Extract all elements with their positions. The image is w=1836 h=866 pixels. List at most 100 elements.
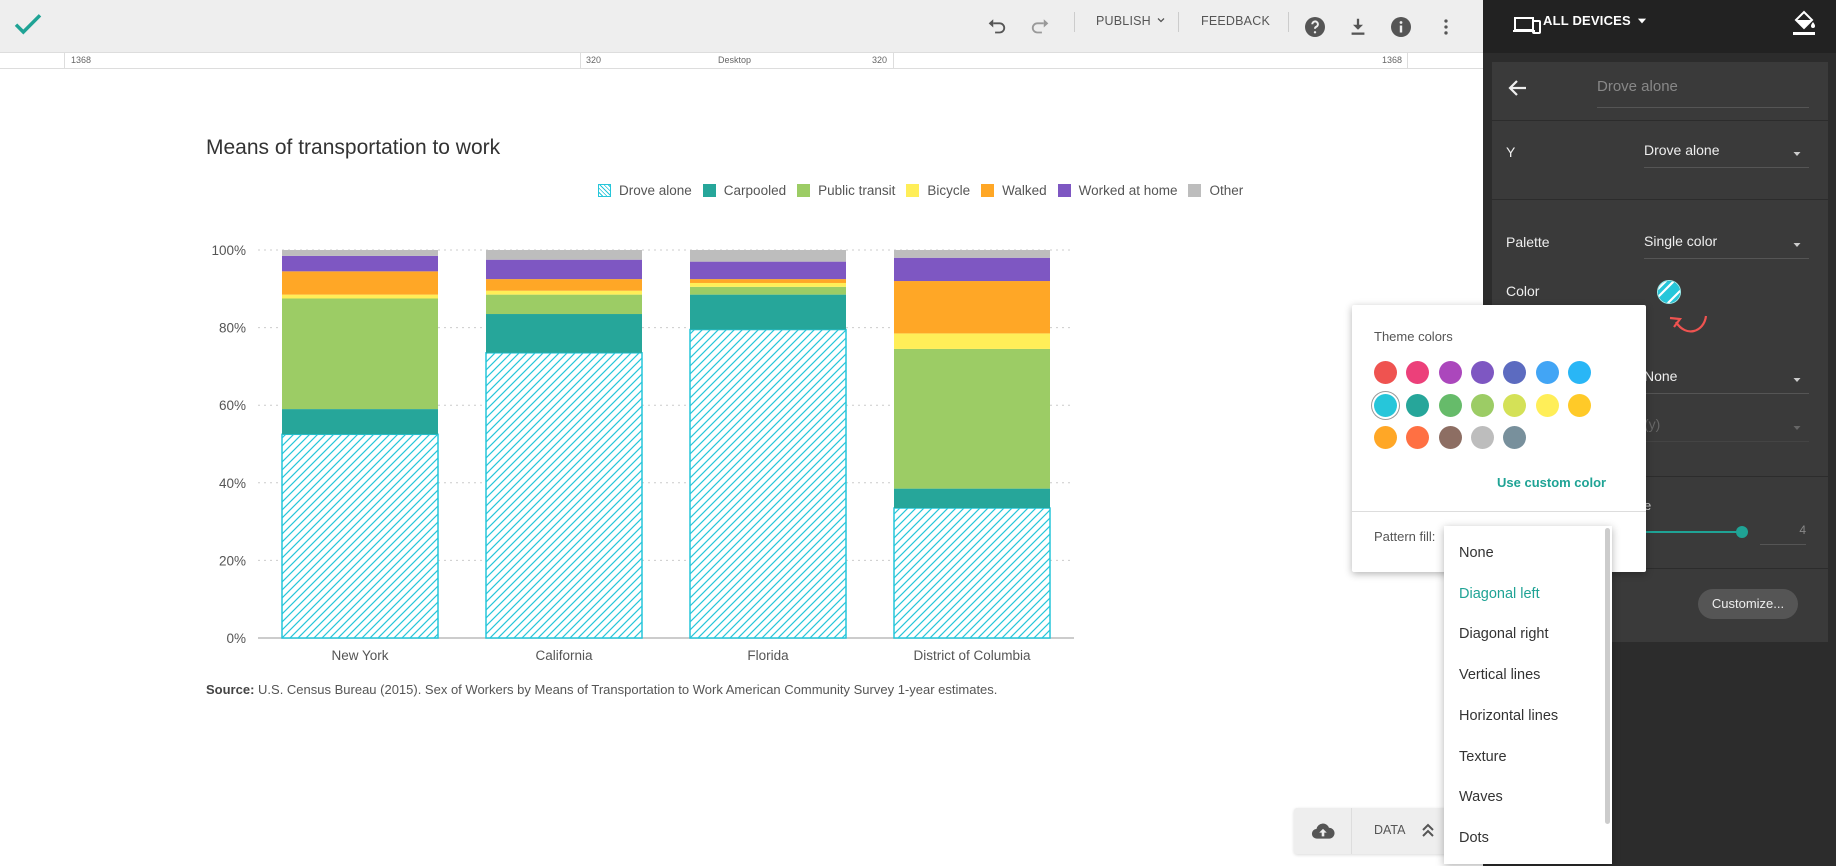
series-name-input[interactable]: Drove alone	[1597, 74, 1809, 108]
double-chevron-up-icon[interactable]	[1420, 821, 1436, 839]
theme-color-swatch[interactable]	[1374, 426, 1397, 449]
panel-divider	[1492, 476, 1828, 477]
pattern-option-vertical-lines[interactable]: Vertical lines	[1459, 667, 1541, 684]
caret-down-icon[interactable]	[1635, 14, 1649, 28]
bar-carpooled-district-of-columbia[interactable]	[894, 488, 1050, 509]
theme-color-swatch[interactable]	[1567, 393, 1591, 417]
theme-color-swatch[interactable]	[1374, 361, 1397, 384]
bar-other-california[interactable]	[486, 250, 642, 260]
bar-other-new-york[interactable]	[282, 250, 438, 256]
y-tick-label: 40%	[219, 476, 246, 491]
bar-worked-at-home-california[interactable]	[486, 259, 642, 280]
legend-label: Carpooled	[723, 182, 787, 198]
bar-carpooled-california[interactable]	[486, 314, 642, 353]
bar-drove-alone-new-york[interactable]	[281, 433, 439, 639]
size-slider-handle[interactable]	[1736, 526, 1748, 538]
size-slider-track[interactable]	[1644, 531, 1740, 533]
pattern-option-horizontal-lines[interactable]: Horizontal lines	[1459, 707, 1559, 724]
legend-swatch	[797, 183, 811, 197]
bar-walked-california[interactable]	[486, 279, 642, 291]
legend-item-worked-at-home[interactable]: Worked at home	[1057, 180, 1177, 200]
palette-select[interactable]: Single color	[1644, 233, 1809, 259]
bar-drove-alone-florida[interactable]	[689, 328, 847, 639]
redo-icon[interactable]	[1023, 9, 1059, 45]
legend-item-other[interactable]: Other	[1188, 180, 1243, 200]
legend-item-drove-alone[interactable]: Drove alone	[598, 180, 692, 200]
pattern-option-diagonal-right[interactable]: Diagonal right	[1459, 626, 1549, 643]
pattern-option-dots[interactable]: Dots	[1459, 829, 1489, 846]
more-vert-icon[interactable]	[1428, 9, 1464, 45]
bar-worked-at-home-district-of-columbia[interactable]	[894, 257, 1050, 282]
use-custom-color-link[interactable]: Use custom color	[1497, 475, 1607, 490]
picker-divider	[1352, 511, 1646, 512]
pattern-option-none[interactable]: None	[1459, 545, 1494, 561]
legend-label: Bicycle	[927, 182, 971, 198]
pattern-option-waves[interactable]: Waves	[1459, 789, 1503, 806]
bar-drove-alone-california[interactable]	[485, 352, 643, 639]
legend-swatch	[1057, 183, 1071, 197]
theme-color-swatch[interactable]	[1470, 361, 1494, 384]
color-swatch-button[interactable]	[1657, 280, 1681, 304]
bar-public-transit-california[interactable]	[486, 294, 642, 315]
bar-bicycle-new-york[interactable]	[282, 294, 438, 299]
bar-drove-alone-district-of-columbia[interactable]	[893, 507, 1051, 639]
feedback-button[interactable]: FEEDBACK	[1201, 14, 1270, 28]
theme-color-swatch[interactable]	[1438, 393, 1462, 417]
paint-bucket-icon[interactable]	[1791, 8, 1817, 36]
dropdown-scrollbar[interactable]	[1605, 528, 1610, 824]
bar-bicycle-california[interactable]	[486, 290, 642, 295]
cloud-upload-icon[interactable]	[1294, 808, 1352, 854]
bar-public-transit-district-of-columbia[interactable]	[894, 348, 1050, 489]
size-value-input[interactable]: 4	[1760, 523, 1806, 545]
data-panel-toggle[interactable]: DATA	[1294, 808, 1454, 854]
y-select[interactable]: Drove alone	[1644, 142, 1809, 168]
devices-selector[interactable]: ALL DEVICES	[1543, 13, 1631, 28]
theme-color-swatch[interactable]	[1503, 426, 1527, 449]
bar-bicycle-district-of-columbia[interactable]	[894, 333, 1050, 349]
partial-select-2[interactable]: (y)	[1644, 416, 1809, 442]
theme-color-swatch[interactable]	[1406, 361, 1430, 384]
bar-other-florida[interactable]	[690, 250, 846, 262]
theme-color-swatch[interactable]	[1470, 393, 1494, 417]
bar-carpooled-florida[interactable]	[690, 294, 846, 330]
devices-icon[interactable]	[1511, 9, 1543, 41]
info-icon[interactable]	[1383, 9, 1419, 45]
legend-item-public-transit[interactable]: Public transit	[797, 180, 895, 200]
bar-walked-new-york[interactable]	[282, 271, 438, 295]
bar-walked-florida[interactable]	[690, 279, 846, 283]
bar-public-transit-new-york[interactable]	[282, 298, 438, 410]
bar-worked-at-home-florida[interactable]	[690, 261, 846, 280]
publish-button[interactable]: PUBLISH	[1096, 0, 1167, 53]
back-arrow-icon[interactable]	[1506, 76, 1530, 100]
partial-select-1[interactable]: None	[1644, 368, 1809, 394]
bar-bicycle-florida[interactable]	[690, 282, 846, 287]
theme-color-swatch[interactable]	[1438, 426, 1462, 449]
bar-walked-district-of-columbia[interactable]	[894, 281, 1050, 334]
download-icon[interactable]	[1340, 9, 1376, 45]
legend-item-bicycle[interactable]: Bicycle	[906, 180, 970, 200]
theme-color-swatch[interactable]	[1374, 393, 1397, 417]
bar-public-transit-florida[interactable]	[690, 286, 846, 295]
undo-icon[interactable]	[978, 9, 1014, 45]
bar-other-district-of-columbia[interactable]	[894, 250, 1050, 258]
pattern-option-diagonal-left[interactable]: Diagonal left	[1459, 585, 1540, 602]
theme-color-swatch[interactable]	[1406, 426, 1430, 449]
theme-color-swatch[interactable]	[1503, 393, 1527, 417]
legend-item-carpooled[interactable]: Carpooled	[702, 180, 787, 200]
legend-item-walked[interactable]: Walked	[981, 180, 1047, 200]
bar-worked-at-home-new-york[interactable]	[282, 255, 438, 272]
sidebar-header: ALL DEVICES	[1483, 0, 1836, 53]
y-tick-label: 20%	[219, 553, 246, 568]
theme-color-swatch[interactable]	[1535, 361, 1559, 384]
check-icon[interactable]	[12, 8, 44, 40]
theme-color-swatch[interactable]	[1567, 361, 1591, 384]
customize-button[interactable]: Customize...	[1698, 589, 1798, 619]
theme-color-swatch[interactable]	[1503, 361, 1527, 384]
theme-color-swatch[interactable]	[1470, 426, 1494, 449]
help-icon[interactable]	[1297, 9, 1333, 45]
theme-color-swatch[interactable]	[1438, 361, 1462, 384]
theme-color-swatch[interactable]	[1535, 393, 1559, 417]
pattern-option-texture[interactable]: Texture	[1459, 748, 1507, 765]
theme-color-swatch[interactable]	[1406, 393, 1430, 417]
bar-carpooled-new-york[interactable]	[282, 409, 438, 435]
